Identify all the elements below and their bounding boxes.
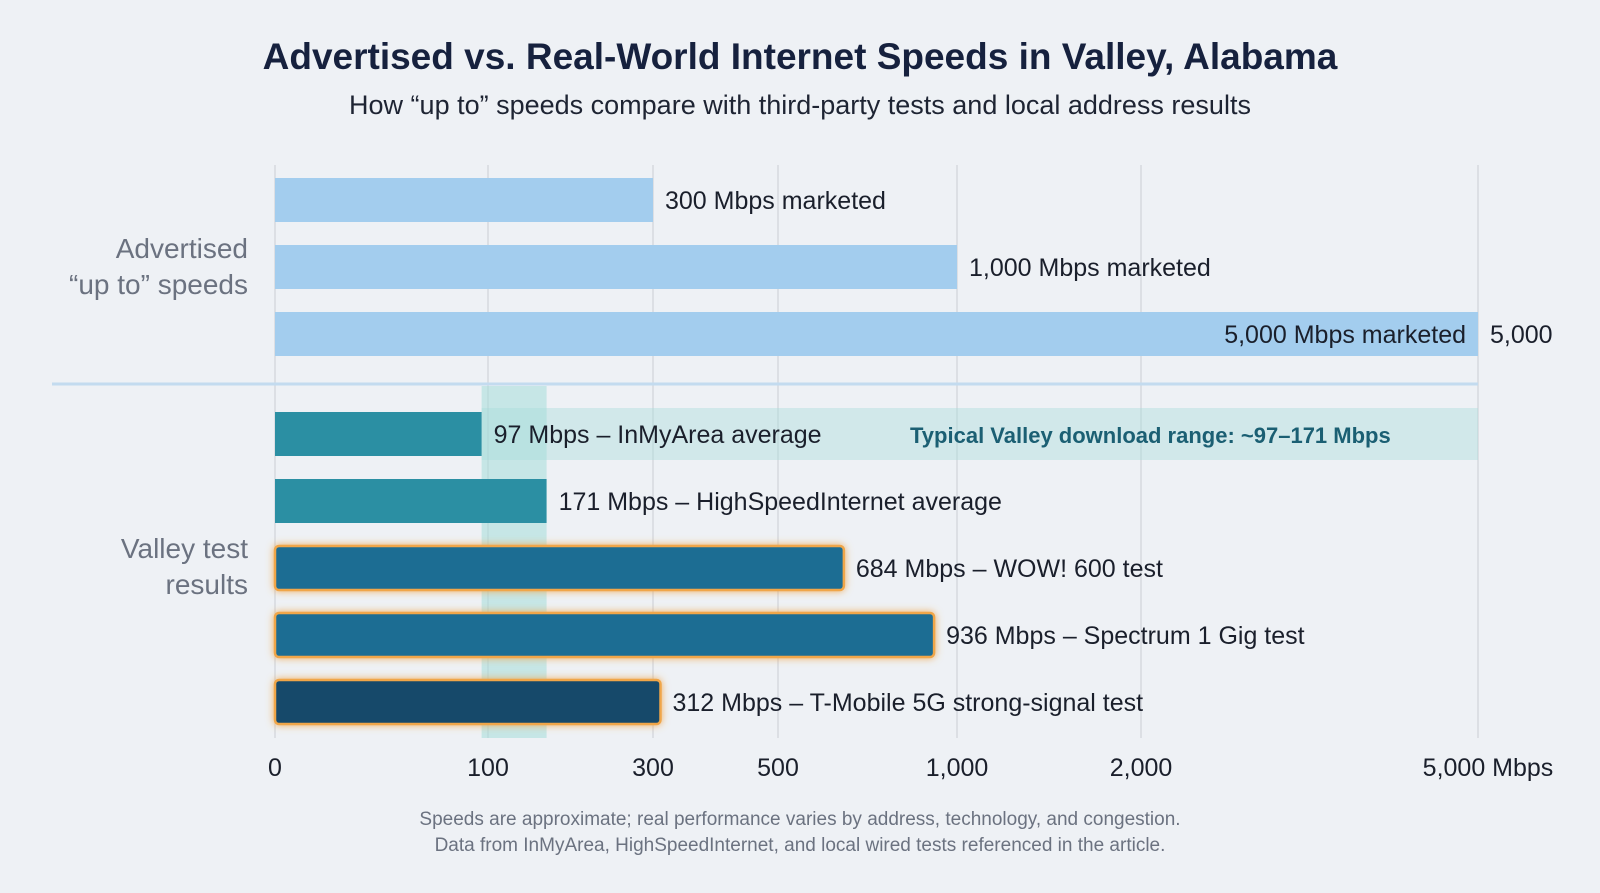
x-tick-label: 0 xyxy=(268,754,282,782)
bar xyxy=(275,412,482,456)
group-label: “up to” speeds xyxy=(69,269,248,300)
x-tick-label: 5,000 Mbps xyxy=(1423,754,1554,782)
footnote-1: Speeds are approximate; real performance… xyxy=(419,809,1181,830)
typical-range-label: Typical Valley download range: ~97–171 M… xyxy=(910,423,1391,448)
bar-label: 97 Mbps – InMyArea average xyxy=(494,421,822,449)
bar-label: 684 Mbps – WOW! 600 test xyxy=(856,555,1163,583)
x-tick-label: 100 xyxy=(467,754,509,782)
bar-label: 300 Mbps marketed xyxy=(665,187,886,215)
bar xyxy=(273,544,846,592)
bar-label: 5,000 Mbps marketed xyxy=(1224,321,1466,349)
bar-label: 312 Mbps – T-Mobile 5G strong-signal tes… xyxy=(673,689,1144,717)
x-tick-label: 1,000 xyxy=(926,754,989,782)
bar xyxy=(275,245,957,289)
bar xyxy=(273,678,662,726)
chart-subtitle: How “up to” speeds compare with third-pa… xyxy=(349,90,1251,120)
typical-range-callout-box xyxy=(481,408,1478,460)
labels-layer: 0 100 300 500 1,000 2,000 5,000 Mbps Typical Va… xyxy=(69,187,1553,782)
bar xyxy=(275,312,1478,356)
bar-label: 936 Mbps – Spectrum 1 Gig test xyxy=(946,622,1305,650)
group-label: Advertised xyxy=(116,233,248,264)
bar-label: 171 Mbps – HighSpeedInternet average xyxy=(559,488,1002,516)
bar xyxy=(275,178,653,222)
bar xyxy=(275,479,547,523)
bars-layer xyxy=(273,178,1478,726)
chart-title: Advertised vs. Real-World Internet Speed… xyxy=(262,36,1338,77)
x-tick-label: 500 xyxy=(757,754,799,782)
x-tick-label: 300 xyxy=(632,754,674,782)
bar xyxy=(273,611,936,659)
footnote-2: Data from InMyArea, HighSpeedInternet, a… xyxy=(434,835,1166,856)
bar-label: 1,000 Mbps marketed xyxy=(969,254,1211,282)
x-tick-label: 2,000 xyxy=(1110,754,1173,782)
bar-value-label: 5,000 xyxy=(1490,321,1553,349)
group-label: Valley test xyxy=(121,533,248,564)
group-label: results xyxy=(166,569,248,600)
